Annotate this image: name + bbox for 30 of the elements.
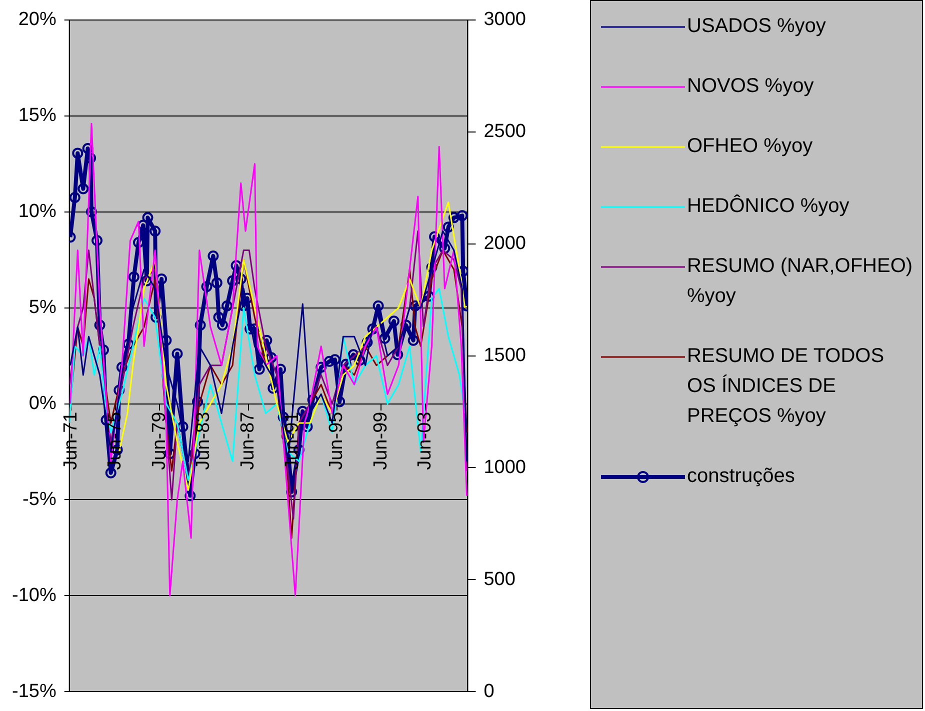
x-tick-label: Jun-83 bbox=[193, 412, 214, 470]
y-tick-label: 20% bbox=[18, 9, 56, 30]
legend-label: OFHEO %yoy bbox=[687, 134, 814, 159]
y2-tick-label: 2000 bbox=[484, 233, 526, 254]
legend-label: RESUMO DE TODOS OS ÍNDICES DE PREÇOS %yoy bbox=[687, 344, 886, 429]
x-tick-label: Jun-95 bbox=[326, 412, 348, 470]
y-tick-label: -15% bbox=[12, 680, 56, 702]
y-tick-label: 0% bbox=[28, 393, 56, 414]
y2-tick-label: 0 bbox=[484, 680, 494, 702]
legend-label: construções bbox=[687, 464, 796, 489]
y2-tick-label: 1500 bbox=[484, 345, 526, 366]
x-tick-label: Jun-87 bbox=[237, 412, 258, 470]
x-tick-label: Jun-99 bbox=[370, 412, 392, 470]
y2-tick-label: 500 bbox=[484, 568, 516, 590]
y-tick-label: -10% bbox=[12, 584, 56, 606]
y-tick-label: -5% bbox=[22, 488, 56, 510]
legend-label: RESUMO (NAR,OFHEO) %yoy bbox=[687, 254, 914, 309]
x-tick-label: Jun-91 bbox=[282, 412, 303, 470]
x-tick-label: Jun-03 bbox=[414, 412, 436, 470]
y2-tick-label: 3000 bbox=[484, 9, 526, 30]
x-tick-label: Jun-79 bbox=[148, 412, 170, 470]
y-tick-label: 10% bbox=[18, 201, 56, 222]
legend-label: HEDÔNICO %yoy bbox=[687, 194, 850, 219]
y-tick-label: 15% bbox=[18, 105, 56, 126]
y2-tick-label: 1000 bbox=[484, 456, 526, 478]
y-tick-label: 5% bbox=[28, 297, 56, 318]
y2-tick-label: 2500 bbox=[484, 121, 526, 142]
legend-label: NOVOS %yoy bbox=[687, 74, 815, 99]
x-tick-label: Jun-75 bbox=[104, 412, 126, 470]
legend-label: USADOS %yoy bbox=[687, 14, 827, 39]
